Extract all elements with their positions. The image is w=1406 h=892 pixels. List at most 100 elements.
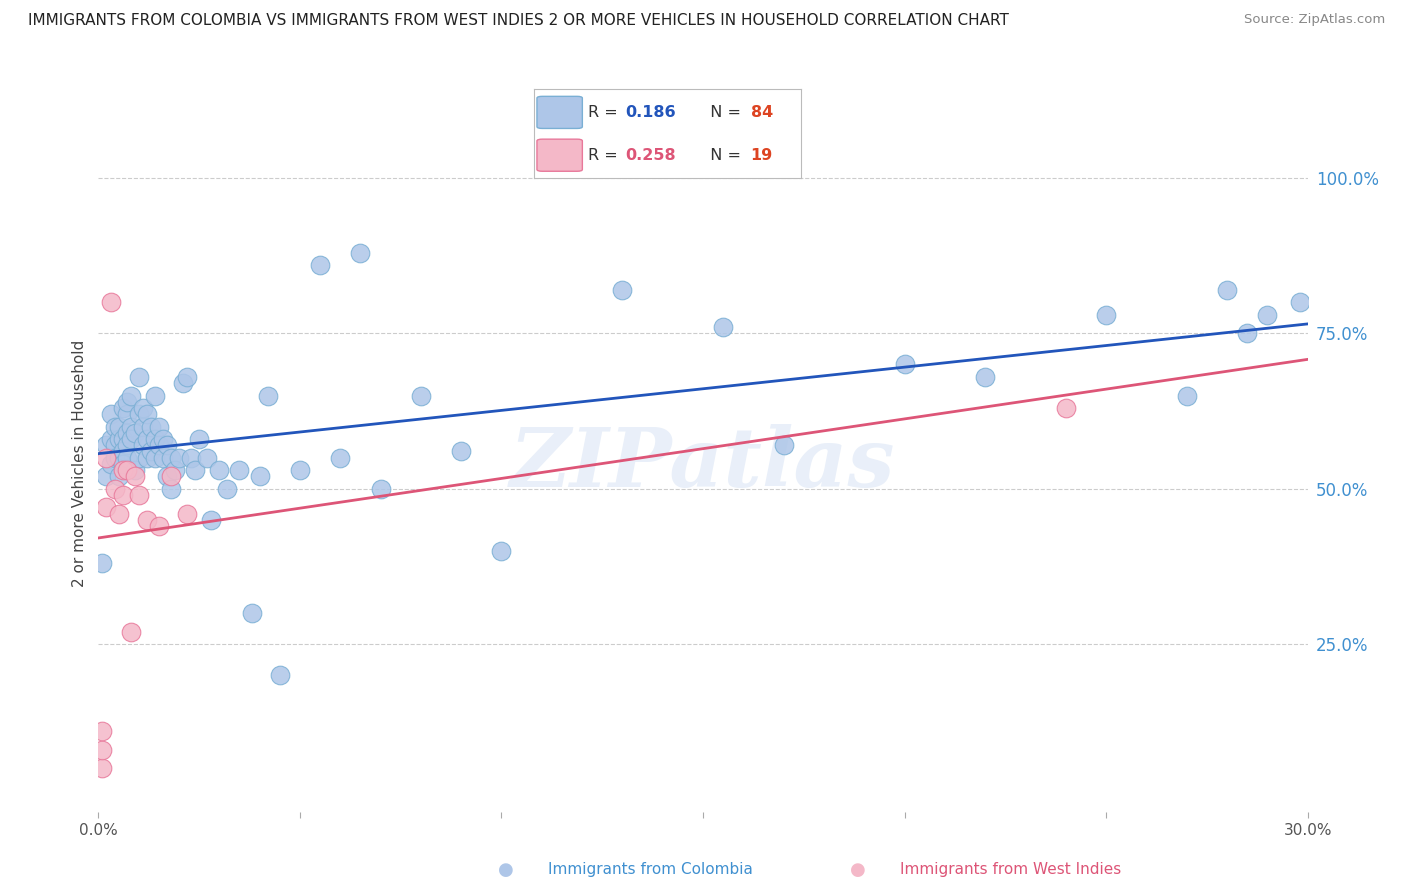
Point <box>1236 326 1258 341</box>
Point <box>1175 388 1198 402</box>
Text: Source: ZipAtlas.com: Source: ZipAtlas.com <box>1244 13 1385 27</box>
Text: 0.258: 0.258 <box>626 148 676 162</box>
Point <box>107 419 129 434</box>
Point <box>124 463 146 477</box>
Point <box>91 556 114 570</box>
Point <box>91 742 114 756</box>
Point <box>107 450 129 465</box>
Text: N =: N = <box>700 105 747 120</box>
Text: 0.186: 0.186 <box>626 105 676 120</box>
Point <box>132 438 155 452</box>
Point <box>409 388 432 402</box>
Point <box>139 444 162 458</box>
Point <box>974 369 997 384</box>
Point <box>329 450 352 465</box>
Point <box>111 444 134 458</box>
Point <box>96 469 118 483</box>
Point <box>180 450 202 465</box>
Point <box>115 438 138 452</box>
Point <box>160 469 183 483</box>
Point <box>128 369 150 384</box>
Point <box>176 507 198 521</box>
Point <box>115 407 138 421</box>
Point <box>100 432 122 446</box>
Text: N =: N = <box>700 148 747 162</box>
Point <box>103 482 125 496</box>
Point <box>111 401 134 415</box>
Point <box>120 388 142 402</box>
Point <box>135 432 157 446</box>
Point <box>1216 283 1239 297</box>
Point <box>132 419 155 434</box>
Point <box>103 450 125 465</box>
Point <box>115 394 138 409</box>
Point <box>132 401 155 415</box>
Point <box>1288 295 1310 310</box>
Point <box>111 432 134 446</box>
Point <box>309 258 332 272</box>
Text: ●: ● <box>498 861 515 879</box>
Text: IMMIGRANTS FROM COLOMBIA VS IMMIGRANTS FROM WEST INDIES 2 OR MORE VEHICLES IN HO: IMMIGRANTS FROM COLOMBIA VS IMMIGRANTS F… <box>28 13 1010 29</box>
Point <box>107 507 129 521</box>
Point <box>111 463 134 477</box>
Point <box>711 320 734 334</box>
Point <box>115 425 138 440</box>
Point <box>115 463 138 477</box>
Point <box>156 438 179 452</box>
Point <box>100 407 122 421</box>
Point <box>491 543 513 558</box>
Point <box>120 419 142 434</box>
Text: ZIPatlas: ZIPatlas <box>510 424 896 504</box>
Text: 84: 84 <box>751 105 773 120</box>
Point <box>612 283 634 297</box>
Point <box>188 432 211 446</box>
Point <box>217 482 239 496</box>
Point <box>256 388 278 402</box>
Point <box>143 388 166 402</box>
Point <box>139 419 162 434</box>
Point <box>269 668 291 682</box>
Point <box>450 444 472 458</box>
Point <box>370 482 392 496</box>
Point <box>135 513 157 527</box>
Point <box>772 438 794 452</box>
Point <box>103 419 125 434</box>
Point <box>1054 401 1077 415</box>
Point <box>249 469 271 483</box>
Point <box>124 425 146 440</box>
Point <box>143 450 166 465</box>
Point <box>96 500 118 515</box>
Text: Immigrants from Colombia: Immigrants from Colombia <box>548 863 754 877</box>
Point <box>148 519 170 533</box>
Point <box>91 723 114 738</box>
Point <box>115 450 138 465</box>
Text: Immigrants from West Indies: Immigrants from West Indies <box>900 863 1121 877</box>
Point <box>120 624 142 639</box>
Point <box>148 438 170 452</box>
Point <box>1095 308 1118 322</box>
Point <box>156 469 179 483</box>
Point <box>111 457 134 471</box>
Point <box>160 482 183 496</box>
Point <box>135 407 157 421</box>
Point <box>100 457 122 471</box>
Point <box>176 369 198 384</box>
Point <box>349 245 371 260</box>
Point <box>143 432 166 446</box>
Point <box>120 432 142 446</box>
FancyBboxPatch shape <box>537 139 582 171</box>
Point <box>124 469 146 483</box>
Point <box>288 463 311 477</box>
Text: 19: 19 <box>751 148 773 162</box>
Point <box>107 469 129 483</box>
Point <box>228 463 250 477</box>
Point <box>152 432 174 446</box>
Point <box>893 358 915 372</box>
Point <box>208 463 231 477</box>
Y-axis label: 2 or more Vehicles in Household: 2 or more Vehicles in Household <box>72 340 87 588</box>
Point <box>167 450 190 465</box>
Point <box>103 438 125 452</box>
Point <box>96 450 118 465</box>
Text: R =: R = <box>588 105 623 120</box>
Point <box>172 376 194 390</box>
